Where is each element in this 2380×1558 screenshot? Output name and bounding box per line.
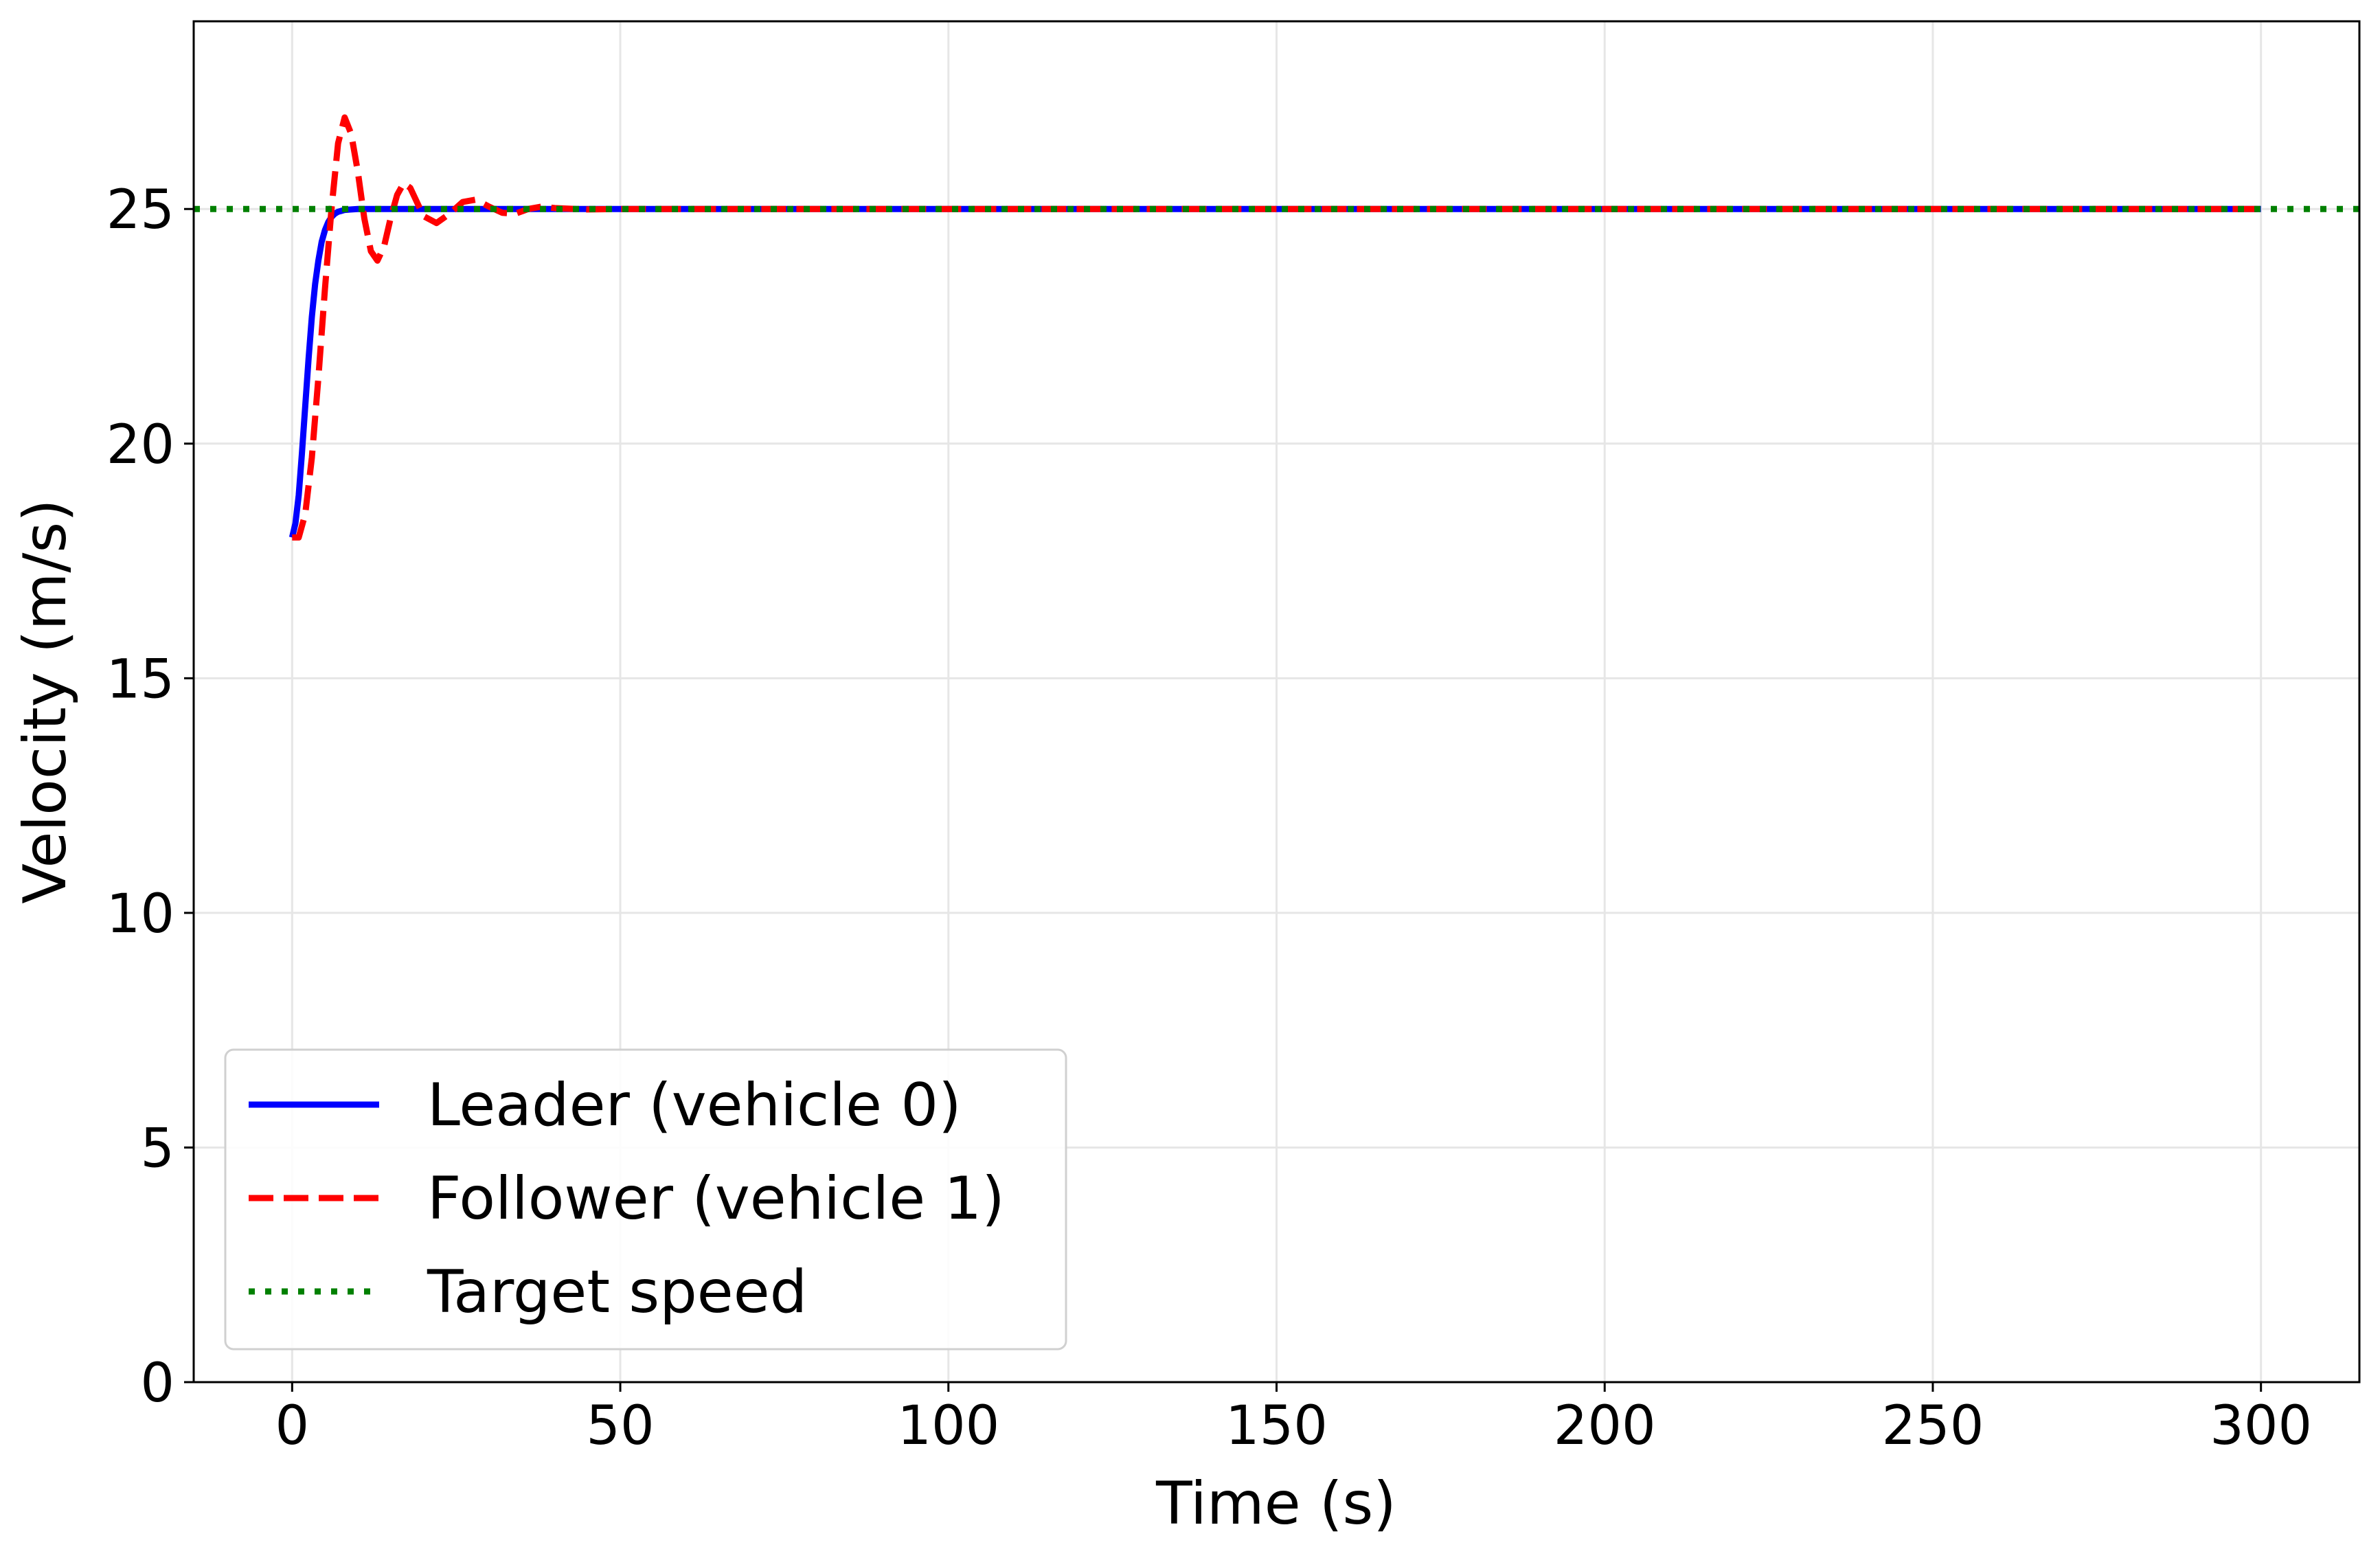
legend-label-follower: Follower (vehicle 1) (427, 1164, 1005, 1233)
x-tick-label: 200 (1554, 1395, 1656, 1457)
y-tick-label: 20 (106, 414, 174, 476)
x-axis-label: Time (s) (1155, 1469, 1396, 1538)
y-tick-label: 0 (140, 1353, 174, 1414)
series-line-follower (292, 114, 2261, 541)
series-lines (194, 114, 2359, 541)
legend-label-target: Target speed (427, 1258, 807, 1326)
x-tick-label: 300 (2210, 1395, 2312, 1457)
y-tick-label: 5 (140, 1118, 174, 1179)
legend-box (224, 1048, 1067, 1351)
x-tick-label: 50 (586, 1395, 654, 1457)
x-tick-label: 250 (1882, 1395, 1984, 1457)
x-tick-label: 0 (275, 1395, 309, 1457)
x-tick-label: 100 (897, 1395, 999, 1457)
y-tick-label: 10 (106, 883, 174, 945)
y-axis-label: Velocity (m/s) (11, 499, 80, 903)
axis-ticks: 0 50 100 150 200 250 300 0 5 10 15 20 25 (106, 179, 2312, 1457)
legend: Leader (vehicle 0) Follower (vehicle 1) … (224, 1048, 1067, 1351)
legend-label-leader: Leader (vehicle 0) (427, 1071, 962, 1140)
x-tick-label: 150 (1225, 1395, 1328, 1457)
y-tick-label: 15 (106, 648, 174, 710)
y-tick-label: 25 (106, 179, 174, 241)
